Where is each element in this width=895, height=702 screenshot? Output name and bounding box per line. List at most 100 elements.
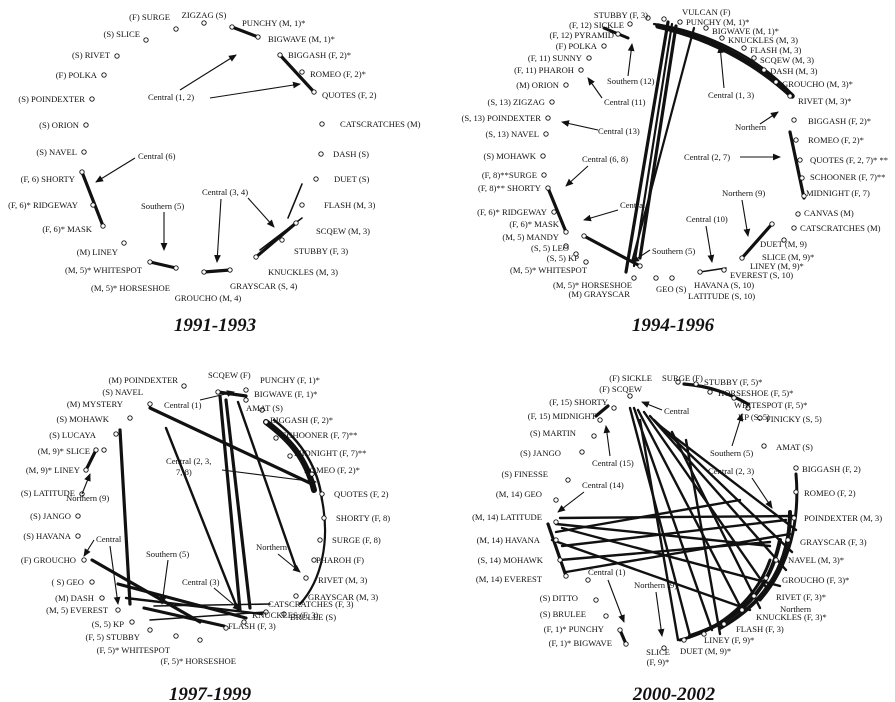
node-dot	[113, 431, 119, 437]
node-label: (M) DASH	[55, 593, 94, 603]
node-dot	[585, 577, 591, 583]
node-dot	[611, 405, 617, 411]
annotation-label: Northern (9)	[66, 493, 109, 503]
node-label: PUNCHY (M, 1)*	[686, 17, 749, 27]
ties	[80, 25, 316, 274]
node-dot	[719, 35, 725, 41]
group-annotations: Central (1) Central (2, 3, 7, 8) Norther…	[66, 390, 317, 611]
year-label: 1997-1999	[169, 684, 252, 702]
annotation-label: Southern (5)	[146, 549, 189, 559]
node-label: BIGWAVE (M, 1)*	[712, 26, 779, 36]
panel-1994-1996: STUBBY (F, 3) VULCAN (F) (F, 12) SICKLE …	[462, 7, 889, 336]
node-dot	[601, 43, 607, 49]
node-dot	[578, 67, 584, 73]
node-dot	[557, 557, 563, 563]
ties	[546, 382, 799, 646]
tie	[636, 408, 744, 612]
annotation-arrow	[583, 209, 619, 222]
node-label: VULCAN (F)	[682, 7, 731, 17]
node-label: CATSCRATCHES (M)	[800, 223, 881, 233]
annotation-label: Central (1)	[164, 400, 202, 410]
node-label: (M, 5)* WHITESPOT	[65, 265, 143, 275]
node-dot	[540, 153, 546, 159]
node-dot	[581, 233, 587, 239]
node-dot	[173, 633, 179, 639]
annotation-label: Central (2, 3)	[708, 466, 754, 476]
node-labels: (F) SICKLE SURGE (F) STUBBY (F, 5)* (F) …	[472, 373, 882, 667]
node-dot	[241, 619, 247, 625]
node-dot	[75, 533, 81, 539]
tie	[218, 394, 242, 612]
annotation-arrow	[561, 120, 599, 131]
node-dot	[637, 263, 643, 269]
annotation-arrow	[109, 545, 121, 605]
node-label: BIGGASH (F, 2)*	[808, 116, 871, 126]
node-dot	[75, 513, 81, 519]
node-dot	[739, 255, 745, 261]
node-label: HORSESHOE (F, 5)*	[718, 388, 793, 398]
node-dot	[227, 267, 233, 273]
node-dot	[603, 613, 609, 619]
node-label: SHORTY (F, 8)	[336, 513, 390, 523]
tie	[564, 532, 792, 574]
annotation-arrow	[641, 401, 663, 411]
panel-1997-1999: (M) POINDEXTER SCQEW (F) PUNCHY (F, 1)* …	[21, 370, 390, 702]
node-label: (M, 5)* HORSESHOE	[91, 283, 170, 293]
annotation-arrow	[81, 473, 91, 495]
annotation-label: Central	[664, 406, 690, 416]
node-dot	[89, 96, 95, 102]
node-dot	[751, 593, 757, 599]
node-labels: (M) POINDEXTER SCQEW (F) PUNCHY (F, 1)* …	[21, 370, 390, 666]
tie	[682, 382, 750, 406]
node-dot	[201, 20, 207, 26]
node-dot	[318, 151, 324, 157]
node-label: (M, 9)* LINEY	[26, 465, 80, 475]
node-dot	[313, 176, 319, 182]
node-dot	[579, 449, 585, 455]
node-dot	[793, 465, 799, 471]
annotation-label: Southern (5)	[141, 201, 184, 211]
node-dot	[763, 575, 769, 581]
annotation-label: Central (2, 3,	[166, 456, 211, 466]
node-dot	[121, 240, 127, 246]
node-dot	[309, 471, 315, 477]
node-label: ROMEO (F, 2)*	[310, 69, 366, 79]
node-label: (F, 5)* WHITESPOT	[97, 645, 171, 655]
annotation-arrow	[603, 425, 611, 457]
node-label: KP (S, 5)	[738, 412, 770, 422]
node-label: BIGGASH (F, 2)	[802, 464, 861, 474]
node-label: (S) NAVEL	[36, 147, 77, 157]
node-label: (M, 14) EVEREST	[476, 574, 543, 584]
node-dot	[83, 467, 89, 473]
tie	[550, 538, 752, 612]
node-label: (F, 5) STUBBY	[86, 632, 140, 642]
node-label: (S) POINDEXTER	[18, 94, 85, 104]
node-dot	[739, 607, 745, 613]
node-dot	[549, 99, 555, 105]
node-label: DUET (S)	[334, 174, 370, 184]
node-dot	[703, 25, 709, 31]
node-label: (S) MOHAWK	[56, 414, 109, 424]
node-dot	[281, 611, 287, 617]
node-dot	[593, 597, 599, 603]
annotation-arrow	[655, 591, 665, 637]
node-dot	[279, 237, 285, 243]
tie	[80, 170, 105, 228]
node-labels: ZIGZAG (S) (F) SURGE PUNCHY (M, 1)* (S) …	[8, 10, 420, 303]
tie	[758, 472, 799, 602]
node-label: AMAT (S)	[776, 442, 813, 452]
node-dot	[623, 641, 629, 647]
node-dot	[321, 515, 327, 521]
node-label: (S) JANGO	[30, 511, 71, 521]
node-dot	[114, 53, 120, 59]
node-label: QUOTES (F, 2)	[322, 90, 377, 100]
node-label: (F, 5)* HORSESHOE	[161, 656, 236, 666]
node-dot	[173, 265, 179, 271]
node-label: FLASH (M, 3)	[324, 200, 375, 210]
node-dot	[799, 175, 805, 181]
node-dot	[681, 637, 687, 643]
tie	[272, 418, 324, 502]
node-dot	[675, 379, 681, 385]
tie	[116, 582, 248, 620]
node-dot	[731, 395, 737, 401]
